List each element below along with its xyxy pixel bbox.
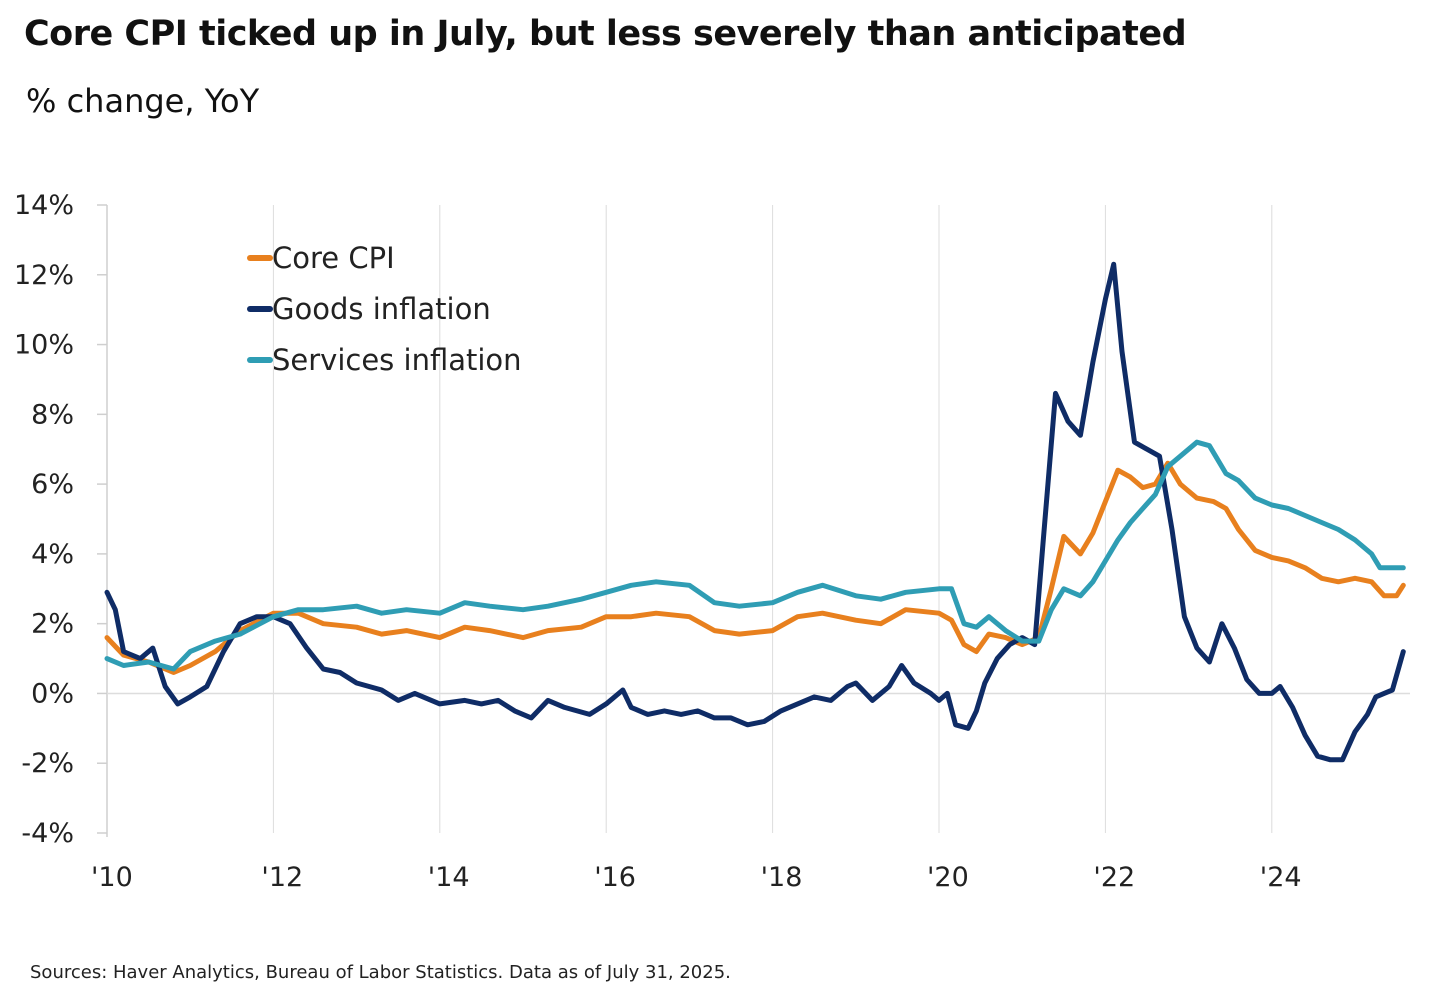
series-line-core-cpi — [104, 460, 1406, 675]
series-line-services-inflation — [104, 439, 1406, 672]
y-tick-label: 8% — [31, 399, 74, 430]
x-tick-label: '14 — [428, 862, 470, 893]
y-tick-label: -4% — [21, 818, 74, 849]
y-tick-label: -2% — [21, 748, 74, 779]
y-tick-label: 2% — [31, 609, 74, 640]
y-tick-label: 0% — [31, 678, 74, 709]
series-lines — [104, 261, 1406, 763]
x-tick-label: '12 — [261, 862, 303, 893]
y-tick-label: 14% — [14, 190, 74, 221]
source-note: Sources: Haver Analytics, Bureau of Labo… — [30, 962, 731, 983]
chart-subtitle: % change, YoY — [26, 82, 260, 120]
x-tick-label: '16 — [594, 862, 636, 893]
y-tick-label: 12% — [14, 260, 74, 291]
x-tick-label: '20 — [927, 862, 969, 893]
x-tick-label: '24 — [1260, 862, 1302, 893]
legend-label: Services inflation — [272, 343, 522, 377]
axes: -4% -2% 0% 2% 4% 6% 8% 10% 12% 14% '10 '12 '14 '16 '18… — [14, 190, 1410, 893]
x-tick-label: '10 — [91, 862, 133, 893]
x-tick-label: '22 — [1093, 862, 1135, 893]
chart-title: Core CPI ticked up in July, but less sev… — [24, 14, 1187, 54]
line-chart: -4% -2% 0% 2% 4% 6% 8% 10% 12% 14% '10 '12 '14 '16 '18… — [14, 190, 1410, 893]
y-tick-label: 10% — [14, 330, 74, 361]
legend: Core CPI Goods inflation Services inflatio… — [247, 241, 522, 377]
x-tick-label: '18 — [761, 862, 803, 893]
legend-label: Goods inflation — [272, 292, 491, 326]
y-tick-label: 4% — [31, 539, 74, 570]
y-tick-label: 6% — [31, 469, 74, 500]
legend-label: Core CPI — [272, 241, 395, 275]
series-line-goods-inflation — [104, 261, 1406, 763]
